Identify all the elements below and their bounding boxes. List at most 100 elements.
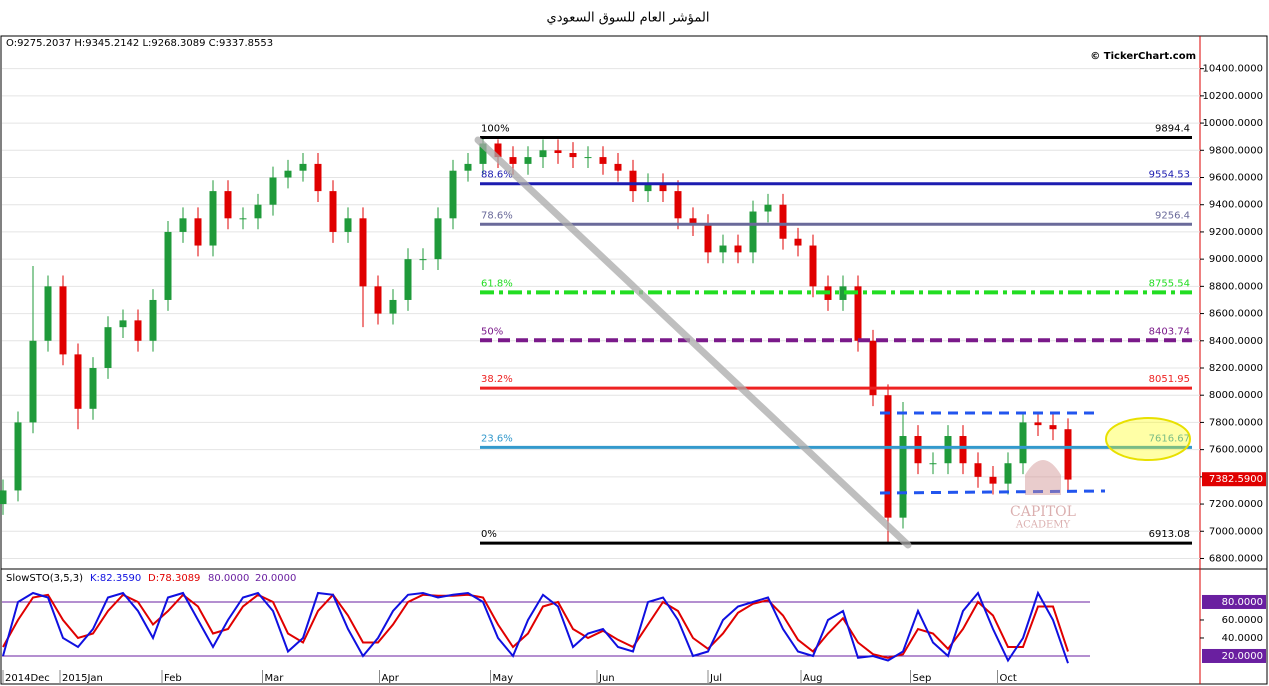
stochastic-panel: SlowSTO(3,5,3) K:82.3590 D:78.3089 80.0000 2…: [2, 573, 1266, 664]
candle-body: [884, 395, 892, 518]
y-tick-label: 7200.0000: [1209, 499, 1263, 510]
x-tick-label: Sep: [913, 673, 932, 684]
y-tick-label: 7800.0000: [1209, 417, 1263, 428]
candle-body: [209, 191, 217, 246]
candle-body: [464, 163, 472, 171]
fib-value: 8051.95: [1149, 374, 1190, 385]
fib-value: 6913.08: [1149, 529, 1190, 540]
candle-body: [0, 490, 7, 505]
x-tick-label: Oct: [1000, 673, 1017, 684]
level-label: 20.0000: [1222, 651, 1263, 662]
fib-pct: 38.2%: [481, 374, 513, 385]
candle-body: [479, 143, 487, 164]
candle-body: [944, 436, 952, 464]
y-tick-label: 10200.0000: [1203, 91, 1263, 102]
indicator-line: [2, 590, 1069, 664]
candle-body: [254, 204, 262, 219]
candle-body: [329, 191, 337, 232]
fib-pct: 100%: [481, 123, 510, 134]
candle-body: [644, 184, 652, 192]
fib-value: 9554.53: [1149, 170, 1190, 181]
candle-body: [404, 259, 412, 300]
trend-line: [474, 136, 912, 549]
level-box: [1202, 648, 1266, 663]
candle-body: [1064, 429, 1072, 480]
candle-body: [749, 211, 757, 253]
price-panel: 6800.00007000.00007200.00007400.00007600…: [0, 64, 1266, 684]
candle-body: [809, 245, 817, 287]
candle-body: [974, 463, 982, 477]
fib-value: 8755.54: [1149, 278, 1190, 289]
indicator-header: D:78.3089: [148, 573, 200, 584]
ohlc-header: O:9275.2037 H:9345.2142 L:9268.3089 C:93…: [6, 38, 273, 49]
x-tick-label: 2014Dec: [5, 673, 50, 684]
fib-value: 9894.4: [1155, 123, 1190, 134]
candle-body: [89, 367, 97, 409]
candle-body: [74, 354, 82, 409]
candle-body: [674, 191, 682, 219]
candle-body: [629, 170, 637, 192]
watermark-text: CAPITOL: [1010, 504, 1076, 520]
y-tick-label: 7600.0000: [1209, 445, 1263, 456]
candle-body: [224, 191, 232, 219]
candle-body: [1034, 422, 1042, 426]
fib-pct: 78.6%: [481, 210, 513, 221]
candle-body: [29, 340, 37, 423]
x-tick-label: 2015Jan: [62, 673, 103, 684]
fib-pct: 0%: [481, 529, 497, 540]
candle-body: [359, 218, 367, 287]
indicator-header: 80.0000: [208, 573, 249, 584]
watermark: CAPITOL ACADEMY: [1010, 460, 1076, 531]
fib-value: 7616.67: [1149, 433, 1190, 444]
candle-body: [344, 218, 352, 232]
indicator-header: SlowSTO(3,5,3): [6, 573, 83, 584]
y-tick-label: 60.0000: [1222, 615, 1263, 626]
candle-body: [869, 340, 877, 396]
candle-body: [1049, 425, 1057, 430]
x-tick-label: Jul: [709, 673, 722, 684]
x-tick-label: Mar: [265, 673, 285, 684]
watermark-text: ACADEMY: [1015, 520, 1071, 531]
candle-body: [269, 177, 277, 205]
candle-body: [959, 436, 967, 464]
candle-body: [119, 320, 127, 328]
y-tick-label: 8600.0000: [1209, 309, 1263, 320]
candle-body: [374, 286, 382, 314]
x-tick-label: Aug: [803, 673, 823, 684]
highlight-ellipse: [1105, 417, 1191, 461]
y-tick-label: 9600.0000: [1209, 173, 1263, 184]
level-box: [1202, 594, 1266, 609]
candle-body: [854, 286, 862, 341]
fib-pct: 50%: [481, 326, 503, 337]
fib-pct: 61.8%: [481, 278, 513, 289]
candle-body: [539, 150, 547, 158]
candle-body: [569, 153, 577, 158]
indicator-line: [2, 593, 1069, 659]
candle-body: [179, 218, 187, 232]
candle-body: [419, 259, 427, 261]
y-tick-label: 9800.0000: [1209, 145, 1263, 156]
y-tick-label: 7000.0000: [1209, 526, 1263, 537]
indicator-header: 20.0000: [255, 573, 296, 584]
candle-body: [284, 170, 292, 178]
candle-body: [1019, 422, 1027, 464]
candle-body: [239, 218, 247, 220]
candle-body: [134, 320, 142, 341]
fib-pct: 23.6%: [481, 433, 513, 444]
candle-body: [299, 163, 307, 171]
candle-body: [104, 327, 112, 368]
y-tick-label: 40.0000: [1222, 633, 1263, 644]
candle-body: [509, 157, 517, 164]
fib-value: 8403.74: [1149, 326, 1190, 337]
y-tick-label: 9200.0000: [1209, 227, 1263, 238]
candle-body: [389, 299, 397, 314]
x-tick-label: Jun: [598, 673, 615, 684]
x-tick-label: Apr: [382, 673, 400, 684]
y-tick-label: 8400.0000: [1209, 336, 1263, 347]
level-label: 80.0000: [1222, 597, 1263, 608]
copyright: © TickerChart.com: [1090, 51, 1196, 62]
y-tick-label: 8800.0000: [1209, 281, 1263, 292]
candle-body: [494, 143, 502, 158]
last-price-label: 7382.5900: [1209, 474, 1263, 485]
